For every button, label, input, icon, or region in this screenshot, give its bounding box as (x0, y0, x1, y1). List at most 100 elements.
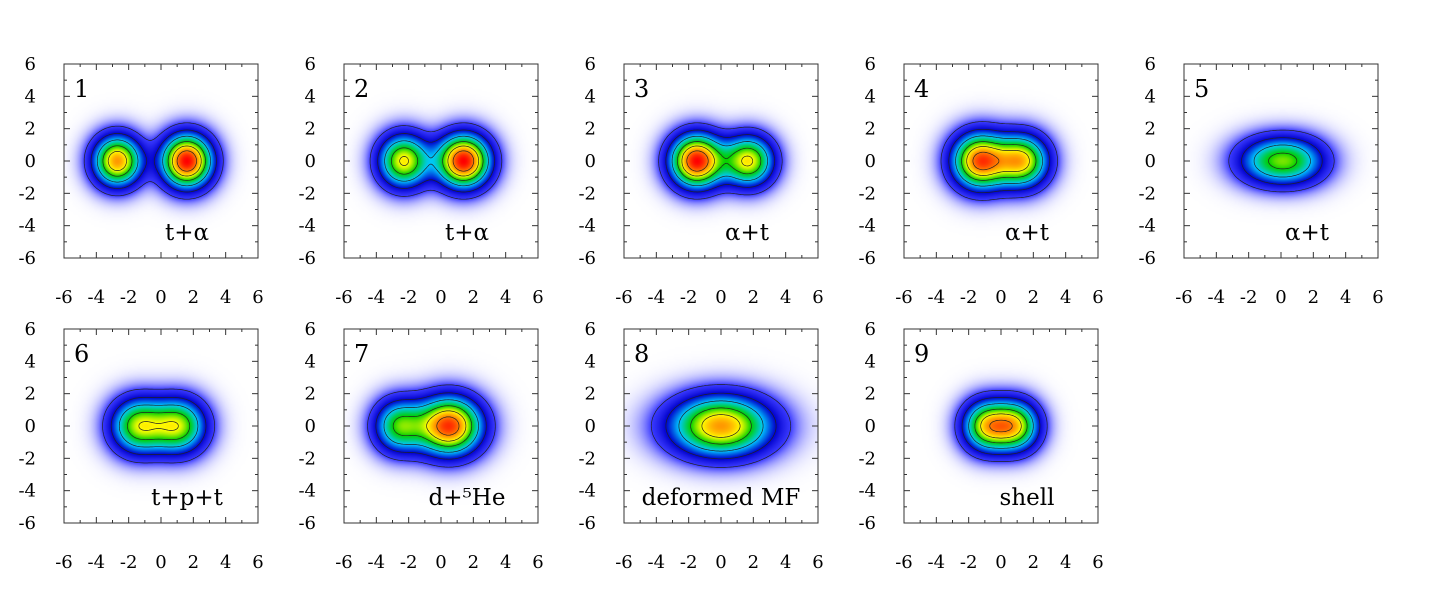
y-tick-label: -4 (858, 481, 876, 502)
y-tick-label: 2 (585, 384, 596, 405)
y-tick-label: -6 (298, 248, 316, 269)
y-tick-label: 4 (25, 351, 36, 372)
contour-line (686, 150, 709, 172)
x-tick-label: 4 (780, 287, 791, 308)
x-tick-label: -6 (335, 287, 353, 308)
x-tick-label: 0 (155, 287, 166, 308)
x-tick-label: 6 (812, 552, 823, 573)
y-tick-label: 6 (305, 54, 316, 75)
y-tick-label: -2 (1138, 183, 1156, 204)
contour-line (367, 384, 496, 468)
x-tick-label: -2 (680, 287, 698, 308)
panel-label: d+⁵He (429, 485, 506, 511)
panel-number: 2 (354, 75, 369, 103)
x-tick-label: 4 (220, 552, 231, 573)
x-tick-label: 6 (532, 287, 543, 308)
contour-line (392, 405, 473, 447)
x-tick-label: -4 (928, 287, 946, 308)
y-tick-label: 2 (305, 384, 316, 405)
panel-number: 8 (634, 340, 649, 368)
y-tick-label: -4 (578, 481, 596, 502)
contour-line (107, 145, 202, 177)
y-tick-label: -4 (18, 216, 36, 237)
x-tick-label: 6 (252, 287, 263, 308)
x-tick-label: 0 (155, 552, 166, 573)
contour-line (701, 414, 741, 438)
y-tick-label: -6 (578, 248, 596, 269)
contour-line (176, 150, 197, 172)
x-tick-label: 6 (1092, 552, 1103, 573)
contour-line (658, 122, 783, 200)
panel-number: 4 (914, 75, 929, 103)
y-tick-label: -6 (858, 248, 876, 269)
contour-line (966, 146, 1030, 176)
y-tick-label: 6 (585, 54, 596, 75)
contour-line (383, 399, 479, 453)
contour-line (678, 400, 764, 452)
contour-line (102, 388, 215, 464)
y-tick-label: 4 (585, 86, 596, 107)
y-tick-label: 4 (1145, 86, 1156, 107)
density-map-6 (64, 329, 258, 523)
y-tick-label: -2 (858, 448, 876, 469)
y-tick-label: -6 (18, 513, 36, 534)
contour-line (681, 145, 754, 177)
x-tick-label: 4 (1340, 287, 1351, 308)
y-tick-label: 0 (305, 416, 316, 437)
x-tick-label: 2 (468, 552, 479, 573)
y-tick-label: -4 (298, 481, 316, 502)
x-tick-label: -2 (1240, 287, 1258, 308)
y-tick-label: 2 (865, 119, 876, 140)
x-tick-label: 2 (1028, 287, 1039, 308)
density-map-1 (64, 64, 258, 258)
x-tick-label: -4 (928, 552, 946, 573)
panel-number: 7 (354, 340, 369, 368)
y-tick-label: 0 (585, 416, 596, 437)
x-tick-label: -2 (120, 552, 138, 573)
x-tick-label: 0 (715, 287, 726, 308)
y-tick-label: 0 (865, 416, 876, 437)
y-tick-label: 2 (1145, 119, 1156, 140)
contour-line (968, 403, 1034, 449)
contour-line (677, 141, 762, 181)
contour-line (83, 122, 224, 200)
contour-line (369, 122, 503, 200)
contour-line (671, 135, 768, 187)
y-tick-label: -4 (18, 481, 36, 502)
y-tick-label: -4 (1138, 216, 1156, 237)
y-tick-label: -2 (298, 448, 316, 469)
contour-line (665, 392, 777, 460)
y-tick-label: -4 (578, 216, 596, 237)
x-tick-label: -6 (55, 287, 73, 308)
x-tick-label: 0 (435, 287, 446, 308)
y-tick-label: 6 (25, 319, 36, 340)
x-tick-label: 4 (500, 287, 511, 308)
contour-line (940, 121, 1058, 201)
panel-number: 1 (74, 75, 89, 103)
x-tick-label: 6 (1372, 287, 1383, 308)
contour-line (436, 416, 460, 436)
x-tick-label: 2 (748, 552, 759, 573)
y-tick-label: 6 (585, 319, 596, 340)
y-tick-label: -2 (858, 183, 876, 204)
panel-number: 3 (634, 75, 649, 103)
y-tick-label: -6 (578, 513, 596, 534)
contour-line (452, 150, 475, 172)
contour-line (391, 141, 484, 181)
y-tick-label: 2 (585, 119, 596, 140)
x-tick-label: -6 (1175, 287, 1193, 308)
x-tick-label: -6 (615, 287, 633, 308)
x-tick-label: -4 (1208, 287, 1226, 308)
x-tick-label: -4 (88, 552, 106, 573)
x-tick-label: 4 (1060, 287, 1071, 308)
x-tick-label: -6 (615, 552, 633, 573)
panel-label: α+t (1285, 220, 1330, 246)
x-tick-label: 0 (1275, 287, 1286, 308)
contour-line (1253, 144, 1311, 178)
